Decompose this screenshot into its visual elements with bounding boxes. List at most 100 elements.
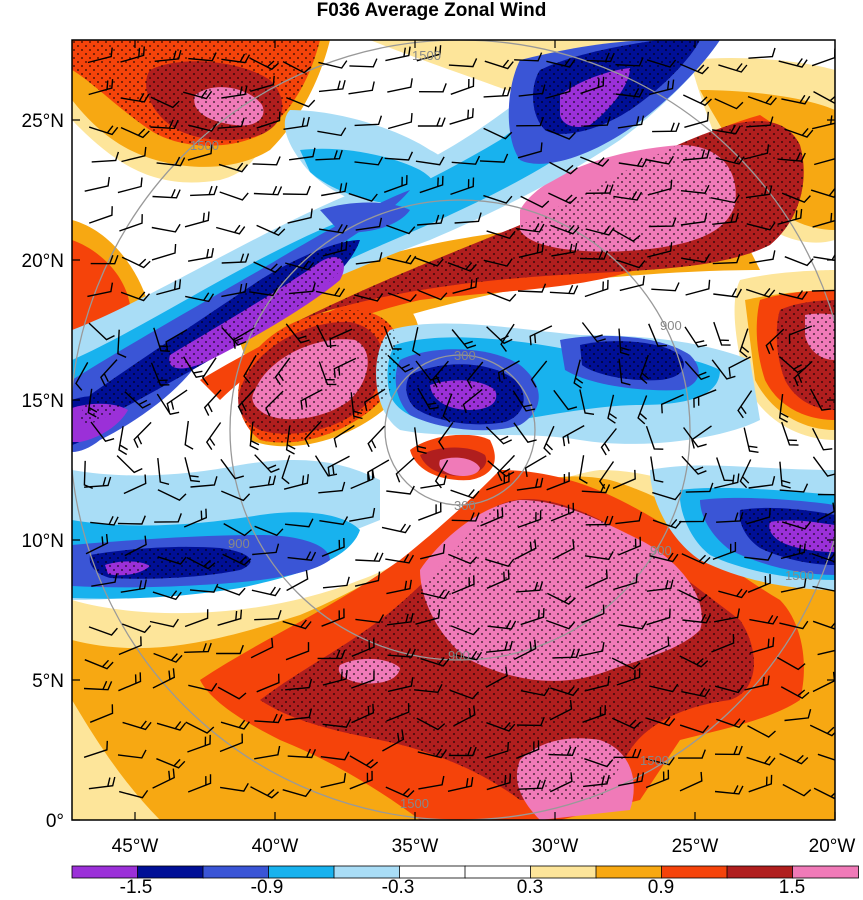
wind-barb — [318, 223, 348, 234]
wind-barb — [287, 208, 313, 224]
wind-barb — [546, 58, 576, 68]
wind-barb — [679, 63, 710, 75]
wind-barb — [124, 535, 147, 557]
wind-barb — [88, 322, 115, 341]
wind-barb — [221, 253, 250, 264]
wind-barb — [682, 94, 712, 107]
wind-barb — [685, 482, 714, 493]
wind-barb — [452, 278, 478, 294]
wind-barb — [466, 361, 484, 389]
wind-barb — [681, 553, 711, 565]
wind-barb — [250, 786, 279, 799]
wind-barb — [746, 116, 774, 128]
wind-barb — [497, 454, 516, 482]
wind-barb — [201, 357, 217, 386]
wind-barb — [817, 502, 835, 522]
wind-barb — [221, 53, 251, 64]
wind-barb — [367, 425, 386, 453]
wind-barb — [154, 50, 182, 62]
wind-barb — [811, 427, 833, 451]
wind-barb — [518, 242, 545, 258]
wind-barb — [716, 457, 734, 482]
wind-barb — [120, 92, 150, 103]
wind-barb — [151, 223, 181, 233]
wind-barb — [87, 388, 98, 418]
wind-barb — [451, 155, 481, 165]
wind-barb — [779, 461, 791, 489]
wind-barb — [254, 745, 281, 760]
wind-barb — [156, 721, 187, 731]
wind-barb — [683, 427, 707, 448]
wind-barb — [781, 521, 812, 530]
wind-barb — [579, 250, 609, 260]
wind-barb — [607, 394, 617, 424]
wind-barb — [447, 262, 477, 272]
wind-barb — [520, 687, 550, 697]
wind-barb — [321, 537, 345, 557]
wind-barb — [418, 775, 445, 790]
wind-barb — [217, 609, 243, 626]
wind-barb — [746, 508, 771, 525]
wind-barb — [578, 642, 605, 657]
wind-barb — [118, 636, 142, 656]
wind-barb — [382, 730, 405, 752]
wind-barb — [205, 422, 222, 450]
map-title: F036 Average Zonal Wind — [316, 0, 547, 21]
wind-barb — [152, 668, 176, 689]
wind-barb — [646, 579, 674, 592]
wind-barb — [486, 640, 513, 653]
wind-barb — [414, 683, 443, 694]
colorbar-swatch — [792, 865, 859, 879]
wind-barb — [322, 240, 348, 257]
wind-barb — [249, 421, 260, 451]
wind-barb — [150, 96, 180, 109]
wind-barb — [812, 620, 835, 630]
lon-label-30w: 30°W — [532, 836, 579, 857]
wind-barb — [449, 108, 474, 125]
wind-barb — [718, 63, 748, 73]
wind-barb — [187, 144, 213, 161]
wind-barb — [157, 489, 187, 501]
wind-barb — [712, 253, 741, 265]
wind-barb — [354, 115, 383, 127]
wind-barb — [321, 608, 345, 627]
wind-barb — [149, 618, 179, 628]
wind-barb — [237, 388, 256, 415]
wind-barb — [187, 734, 211, 753]
colorbar-label: -0.9 — [251, 877, 284, 898]
wind-barb — [282, 619, 312, 630]
wind-barb — [254, 609, 282, 621]
wind-barb — [487, 291, 517, 302]
wind-barb — [648, 323, 668, 347]
wind-barb — [793, 360, 813, 387]
wind-barb — [348, 81, 375, 95]
wind-barb — [778, 394, 789, 423]
wind-barb — [483, 86, 511, 98]
lat-label-0: 0° — [46, 811, 64, 832]
wind-barb — [184, 609, 209, 628]
wind-barb — [777, 152, 806, 162]
wind-barb — [221, 85, 248, 99]
wind-barb — [812, 212, 835, 228]
wind-barb — [381, 523, 411, 534]
wind-barb — [809, 724, 835, 737]
wind-barbs — [75, 45, 835, 800]
wind-barb — [75, 362, 89, 391]
wind-barb — [487, 460, 515, 478]
wind-barb — [152, 768, 175, 789]
wind-barb — [812, 585, 835, 592]
wind-barb — [681, 687, 711, 698]
wind-barb — [779, 620, 809, 630]
wind-barb — [781, 421, 799, 446]
wind-barb — [321, 182, 348, 197]
wind-barb — [450, 177, 475, 196]
wind-barb — [431, 360, 449, 388]
wind-barb — [157, 458, 170, 485]
wind-barb — [442, 393, 453, 423]
wind-barb — [318, 361, 337, 386]
wind-barb — [88, 125, 119, 136]
wind-barb — [714, 684, 745, 694]
wind-barb — [646, 716, 676, 727]
wind-barb — [83, 680, 113, 691]
